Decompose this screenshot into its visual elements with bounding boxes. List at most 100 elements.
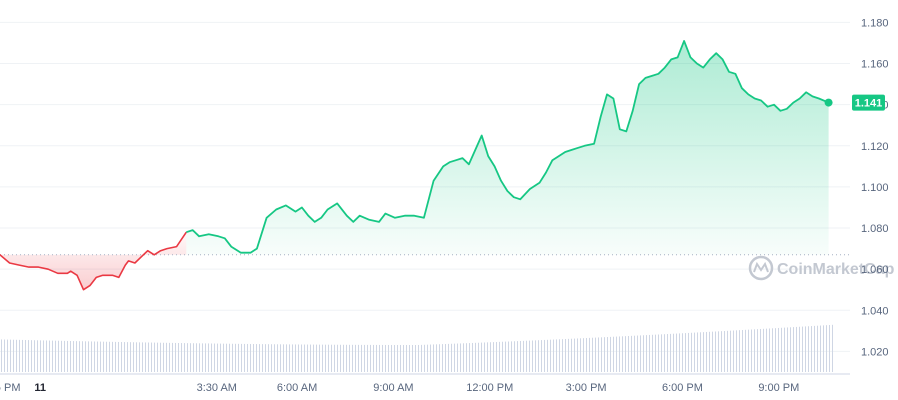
volume-bar: [133, 342, 134, 372]
volume-bar: [82, 341, 83, 372]
volume-bar: [694, 332, 695, 372]
volume-bar: [793, 327, 794, 372]
volume-bar: [445, 343, 446, 372]
volume-bar: [664, 334, 665, 372]
y-tick-label: 1.080: [861, 223, 889, 235]
x-tick-label: 6:00 AM: [277, 382, 317, 394]
volume-bar: [313, 344, 314, 372]
volume-bar: [772, 328, 773, 372]
volume-bar: [688, 332, 689, 372]
volume-bar: [655, 334, 656, 372]
volume-bar: [379, 344, 380, 372]
volume-bar: [43, 340, 44, 372]
volume-bar: [349, 344, 350, 372]
volume-bar: [637, 335, 638, 372]
volume-bar: [7, 339, 8, 372]
volume-bar: [469, 343, 470, 372]
volume-bar: [19, 339, 20, 372]
volume-bar: [367, 344, 368, 372]
volume-bar: [247, 343, 248, 372]
volume-bar: [274, 344, 275, 372]
volume-bar: [436, 344, 437, 372]
volume-bar: [790, 327, 791, 372]
price-area: [0, 40, 829, 290]
volume-bar: [520, 340, 521, 372]
volume-bar: [124, 342, 125, 372]
volume-bar: [541, 340, 542, 372]
volume-bar: [736, 330, 737, 372]
volume-bar: [607, 337, 608, 372]
volume-bar: [154, 342, 155, 372]
volume-bar: [727, 330, 728, 372]
volume-bar: [259, 344, 260, 372]
volume-bar: [652, 334, 653, 372]
volume-bar: [157, 342, 158, 372]
volume-bar: [424, 344, 425, 372]
y-tick-label: 1.040: [861, 305, 889, 317]
volume-bar: [145, 342, 146, 372]
volume-bar: [460, 343, 461, 372]
volume-bar: [421, 344, 422, 372]
x-tick-label: 3:30 AM: [197, 382, 237, 394]
volume-bar: [670, 333, 671, 372]
volume-bar: [28, 340, 29, 372]
volume-bar: [22, 339, 23, 372]
volume-bar: [73, 341, 74, 372]
volume-bar: [91, 341, 92, 372]
volume-bar: [823, 325, 824, 372]
volume-bar: [370, 344, 371, 372]
volume-bar: [214, 343, 215, 372]
volume-bar: [385, 344, 386, 372]
volume-bar: [190, 343, 191, 372]
volume-bar: [148, 342, 149, 372]
x-axis: 8:45 PM 11 3:30 AM 6:00 AM 9:00 AM 12:00 PM 3:…: [0, 382, 799, 394]
volume-bar: [10, 339, 11, 372]
volume-bar: [499, 341, 500, 372]
volume-bar: [172, 342, 173, 372]
volume-bar: [139, 342, 140, 372]
volume-bar: [643, 335, 644, 372]
volume-bar: [328, 344, 329, 372]
volume-bar: [253, 344, 254, 372]
volume-bar: [202, 343, 203, 372]
volume-bar: [298, 344, 299, 372]
volume-bars: [1, 324, 833, 372]
volume-bar: [109, 341, 110, 372]
volume-bar: [289, 344, 290, 372]
price-line-down: [0, 231, 187, 291]
coinmarketcap-watermark: CoinMarketCap: [748, 255, 895, 281]
volume-bar: [616, 336, 617, 372]
volume-bar: [4, 339, 5, 372]
volume-bar: [412, 344, 413, 372]
volume-bar: [187, 343, 188, 372]
volume-bar: [589, 337, 590, 372]
volume-bar: [244, 343, 245, 372]
volume-bar: [478, 342, 479, 372]
volume-bar: [325, 344, 326, 372]
volume-bar: [640, 335, 641, 372]
y-tick-label: 1.060: [861, 264, 889, 276]
volume-bar: [829, 325, 830, 372]
volume-bar: [118, 341, 119, 372]
current-price-dot: [824, 98, 833, 107]
volume-bar: [562, 339, 563, 372]
volume-bar: [595, 337, 596, 372]
volume-bar: [115, 341, 116, 372]
volume-bar: [160, 342, 161, 372]
volume-bar: [310, 344, 311, 372]
x-tick-label: 8:45 PM: [0, 382, 20, 394]
y-tick-label: 1.180: [861, 17, 889, 29]
volume-bar: [415, 344, 416, 372]
volume-bar: [340, 344, 341, 372]
volume-bar: [667, 334, 668, 372]
volume-bar: [31, 340, 32, 372]
volume-bar: [316, 344, 317, 372]
volume-bar: [223, 343, 224, 372]
volume-bar: [646, 335, 647, 372]
volume-bar: [787, 327, 788, 372]
volume-bar: [163, 342, 164, 372]
volume-bar: [58, 340, 59, 372]
volume-bar: [235, 343, 236, 372]
volume-bar: [103, 341, 104, 372]
volume-bar: [691, 332, 692, 372]
